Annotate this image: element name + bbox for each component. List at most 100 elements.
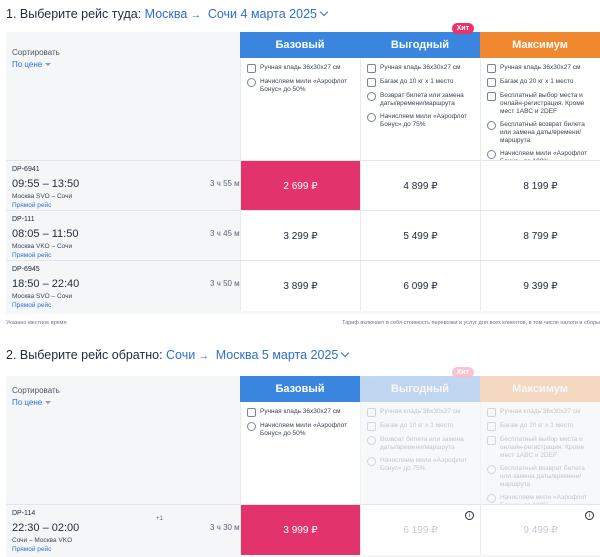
flight-time: 09:55 – 13:50	[12, 178, 80, 190]
fare-feature: Ручная кладь 36x30x27 см	[487, 408, 594, 417]
fare-feature: Бесплатный выбор места и онлайн-регистра…	[487, 436, 594, 460]
flight-duration: 3 ч 55 м	[210, 179, 240, 188]
price-basic-selected[interactable]: 3 999 ₽	[240, 505, 360, 555]
price-max[interactable]: 8 199 ₽	[480, 161, 600, 211]
fare-feature: Ручная кладь 36x30x27 см	[247, 64, 354, 73]
flight-time: 22:30 – 02:00	[12, 522, 80, 534]
bag-icon	[367, 64, 376, 73]
miles-icon	[487, 494, 496, 503]
return-title: 2. Выберите рейс обратно: Сочи → Москва 5…	[6, 348, 350, 362]
sort-control[interactable]: Сортировать По цене	[12, 386, 60, 407]
flight-row[interactable]: DP-6945 18:50 – 22:40 Москва SVO – Сочи …	[6, 260, 600, 311]
caret-down-icon[interactable]	[45, 401, 52, 404]
luggage-icon	[487, 78, 496, 87]
fare-header-basic[interactable]: Базовый	[240, 376, 360, 402]
flight-duration: 3 ч 45 м	[210, 229, 240, 238]
fare-feature: Багаж до 20 кг x 1 место	[487, 78, 594, 87]
price-value[interactable]: 5 499 ₽	[360, 211, 480, 261]
price-value[interactable]: 6 199 ₽ i	[360, 505, 480, 555]
fare-column-value[interactable]: Выгодный Хит Ручная кладь 36x30x27 см Ба…	[360, 367, 480, 504]
sort-value[interactable]: По цене	[12, 60, 43, 69]
flight-number: DP-6941	[12, 166, 40, 173]
outbound-from-city[interactable]: Москва	[144, 7, 188, 21]
hit-badge: Хит	[451, 23, 474, 34]
chevron-down-icon[interactable]	[341, 348, 350, 358]
fare-feature: Багаж до 20 кг x 1 место	[487, 422, 594, 431]
fare-header-basic[interactable]: Базовый	[240, 32, 360, 58]
return-from-city[interactable]: Сочи	[166, 348, 196, 362]
price-basic[interactable]: 3 899 ₽	[240, 261, 360, 311]
flight-route: Москва VKO – Сочи	[12, 243, 73, 250]
info-icon[interactable]: i	[585, 511, 594, 520]
fare-feature: Ручная кладь 36x30x27 см	[367, 64, 474, 73]
flight-number: DP-114	[12, 510, 36, 517]
refund-icon	[367, 436, 376, 445]
fare-header-value[interactable]: Выгодный	[360, 32, 480, 58]
price-basic[interactable]: 3 299 ₽	[240, 211, 360, 261]
fare-header-max[interactable]: Максимум	[480, 376, 600, 402]
bag-icon	[487, 408, 496, 417]
return-to-city[interactable]: Москва	[215, 348, 259, 362]
fare-column-basic[interactable]: Базовый Ручная кладь 36x30x27 см Начисля…	[240, 376, 360, 504]
price-value[interactable]: 6 099 ₽	[360, 261, 480, 311]
chevron-down-icon[interactable]	[319, 7, 329, 17]
bag-icon	[487, 64, 496, 73]
sort-label: Сортировать	[12, 386, 60, 395]
return-fare-table: Сортировать По цене Базовый Ручная кладь…	[6, 367, 600, 557]
hit-badge: Хит	[451, 367, 474, 378]
refund-icon	[487, 465, 496, 474]
price-max[interactable]: 9 499 ₽ i	[480, 505, 600, 555]
miles-icon	[367, 457, 376, 466]
price-value-text: 6 199 ₽	[403, 524, 438, 536]
flight-time: 18:50 – 22:40	[12, 278, 80, 290]
flight-row[interactable]: DP-114 22:30 – 02:00 +1 Сочи – Москва VK…	[6, 504, 600, 555]
seat-icon	[487, 436, 496, 445]
info-icon[interactable]: i	[465, 511, 474, 520]
direct-flight-link[interactable]: Прямой рейс	[12, 302, 52, 309]
fare-feature: Ручная кладь 36x30x27 см	[247, 408, 354, 417]
fare-column-basic[interactable]: Базовый Ручная кладь 36x30x27 см Начисля…	[240, 32, 360, 160]
fare-column-max[interactable]: Максимум Ручная кладь 36x30x27 см Багаж …	[480, 32, 600, 165]
outbound-fare-table: Сортировать По цене Базовый Ручная кладь…	[6, 23, 600, 314]
fare-feature: Ручная кладь 36x30x27 см	[487, 64, 594, 73]
fare-column-value[interactable]: Выгодный Хит Ручная кладь 36x30x27 см Ба…	[360, 23, 480, 160]
flight-row[interactable]: DP-6941 09:55 – 13:50 Москва SVO – Сочи …	[6, 160, 600, 211]
arrow-right-icon: →	[190, 9, 202, 21]
luggage-icon	[367, 78, 376, 87]
luggage-icon	[487, 422, 496, 431]
outbound-to-city[interactable]: Сочи	[207, 7, 238, 21]
fare-feature: Багаж до 10 кг x 1 место	[367, 422, 474, 431]
fare-feature: Начисляем мили «Аэрофлот Бонус» до 75%	[367, 113, 474, 129]
miles-icon	[247, 78, 256, 87]
sort-control[interactable]: Сортировать По цене	[12, 48, 60, 69]
fare-feature: Возврат билета или замена даты/времени/м…	[367, 92, 474, 108]
fare-feature: Бесплатный возврат билета или замена дат…	[487, 121, 594, 145]
price-value[interactable]: 4 899 ₽	[360, 161, 480, 211]
price-max[interactable]: 8 799 ₽	[480, 211, 600, 261]
direct-flight-link[interactable]: Прямой рейс	[12, 252, 52, 259]
fare-header-value[interactable]: Выгодный	[360, 376, 480, 402]
direct-flight-link[interactable]: Прямой рейс	[12, 202, 52, 209]
sort-value[interactable]: По цене	[12, 398, 43, 407]
direct-flight-link[interactable]: Прямой рейс	[12, 546, 52, 553]
price-basic-selected[interactable]: 2 699 ₽	[240, 161, 360, 211]
fare-column-max[interactable]: Максимум Ручная кладь 36x30x27 см Багаж …	[480, 376, 600, 509]
flight-row[interactable]: DP-111 08:05 – 11:50 Москва VKO – Сочи П…	[6, 210, 600, 261]
fare-includes-note: Тариф включает в себя стоимость перевозк…	[342, 320, 600, 326]
price-max[interactable]: 9 399 ₽	[480, 261, 600, 311]
outbound-title-prefix: 1. Выберите рейс туда:	[6, 7, 142, 21]
flight-time: 08:05 – 11:50	[12, 228, 79, 240]
sort-label: Сортировать	[12, 48, 60, 57]
miles-icon	[367, 113, 376, 122]
bag-icon	[247, 408, 256, 417]
outbound-date[interactable]: 4 марта 2025	[240, 7, 317, 21]
flight-duration: 3 ч 30 м	[210, 523, 240, 532]
fare-header-max[interactable]: Максимум	[480, 32, 600, 58]
return-title-prefix: 2. Выберите рейс обратно:	[6, 348, 163, 362]
miles-icon	[247, 422, 256, 431]
return-date[interactable]: 5 марта 2025	[261, 348, 339, 362]
caret-down-icon[interactable]	[45, 63, 52, 66]
fare-feature: Начисляем мили «Аэрофлот Бонус» до 75%	[367, 457, 474, 473]
flight-duration: 3 ч 50 м	[210, 279, 240, 288]
outbound-title: 1. Выберите рейс туда: Москва → Сочи 4 ма…	[6, 7, 329, 21]
